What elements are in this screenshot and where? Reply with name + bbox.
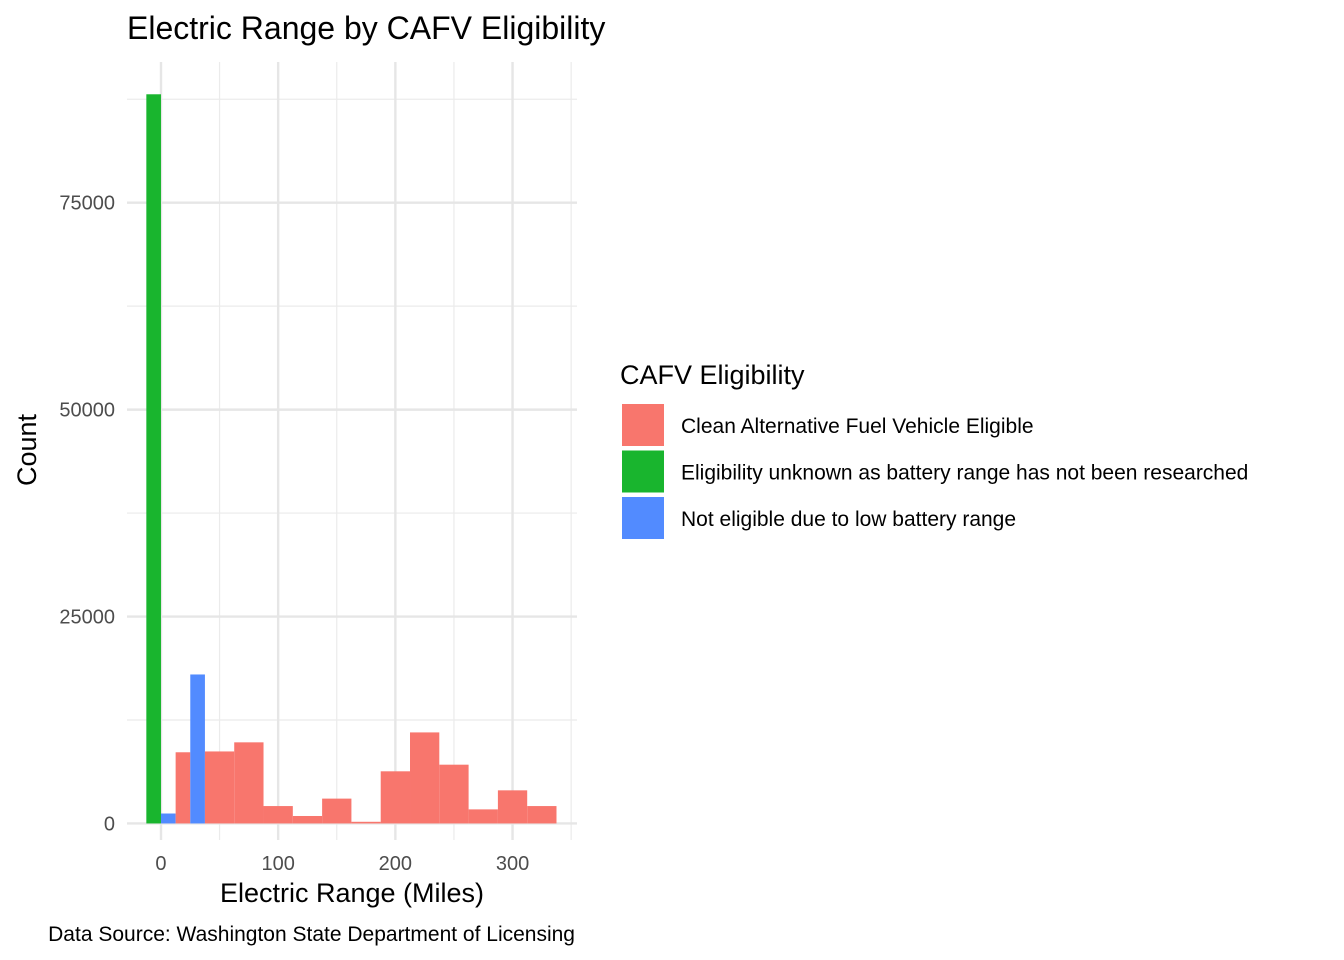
x-tick-label: 200: [379, 853, 412, 875]
bar-clean-alternative-fuel-v-300: [497, 790, 528, 824]
x-tick-label: 0: [155, 853, 166, 875]
bar-not-eligible-due-to-low--0: [160, 813, 176, 824]
bar-eligibility-unknown-as-b-0: [146, 94, 161, 824]
bar-clean-alternative-fuel-v-225: [410, 732, 440, 824]
bar-clean-alternative-fuel-v-100: [263, 806, 293, 824]
legend-swatch: [622, 404, 664, 446]
minor-gridlines: [127, 62, 577, 840]
histogram-bars: [146, 94, 557, 824]
x-tick-label: 300: [496, 853, 529, 875]
bar-clean-alternative-fuel-v-75: [234, 742, 264, 824]
bar-clean-alternative-fuel-v-200: [380, 771, 411, 824]
bar-clean-alternative-fuel-v-150: [322, 798, 352, 824]
bar-clean-alternative-fuel-v-275: [468, 809, 498, 824]
bar-clean-alternative-fuel-v-125: [292, 815, 323, 824]
legend-title: CAFV Eligibility: [620, 360, 805, 390]
bar-clean-alternative-fuel-v-325: [527, 806, 557, 824]
legend-label: Not eligible due to low battery range: [681, 508, 1016, 531]
y-tick-label: 0: [104, 813, 115, 835]
x-axis-title: Electric Range (Miles): [220, 878, 484, 908]
legend-swatch: [622, 450, 664, 493]
legend-label: Clean Alternative Fuel Vehicle Eligible: [681, 415, 1034, 438]
y-tick-label: 75000: [59, 193, 115, 215]
y-axis-tick-labels: 0 25000 50000 75000: [59, 193, 115, 836]
x-tick-label: 100: [261, 853, 294, 875]
data-source-caption: Data Source: Washington State Department…: [48, 923, 575, 946]
y-axis-title: Count: [12, 413, 42, 486]
y-tick-label: 50000: [59, 400, 115, 422]
legend-swatch: [622, 497, 664, 539]
chart-title: Electric Range by CAFV Eligibility: [127, 10, 605, 46]
legend: CAFV Eligibility Clean Alternative Fuel …: [620, 360, 1248, 539]
y-tick-label: 25000: [59, 607, 115, 629]
x-axis-tick-labels: 0 100 200 300: [155, 853, 529, 875]
bar-clean-alternative-fuel-v-50: [204, 751, 235, 824]
bar-clean-alternative-fuel-v-175: [351, 821, 381, 824]
bar-clean-alternative-fuel-v-250: [439, 764, 469, 824]
bar-clean-alternative-fuel-v-25: [175, 752, 191, 824]
bar-not-eligible-due-to-low--25: [190, 674, 205, 824]
legend-items: Clean Alternative Fuel Vehicle Eligible E…: [622, 404, 1248, 539]
legend-label: Eligibility unknown as battery range has…: [681, 462, 1248, 485]
